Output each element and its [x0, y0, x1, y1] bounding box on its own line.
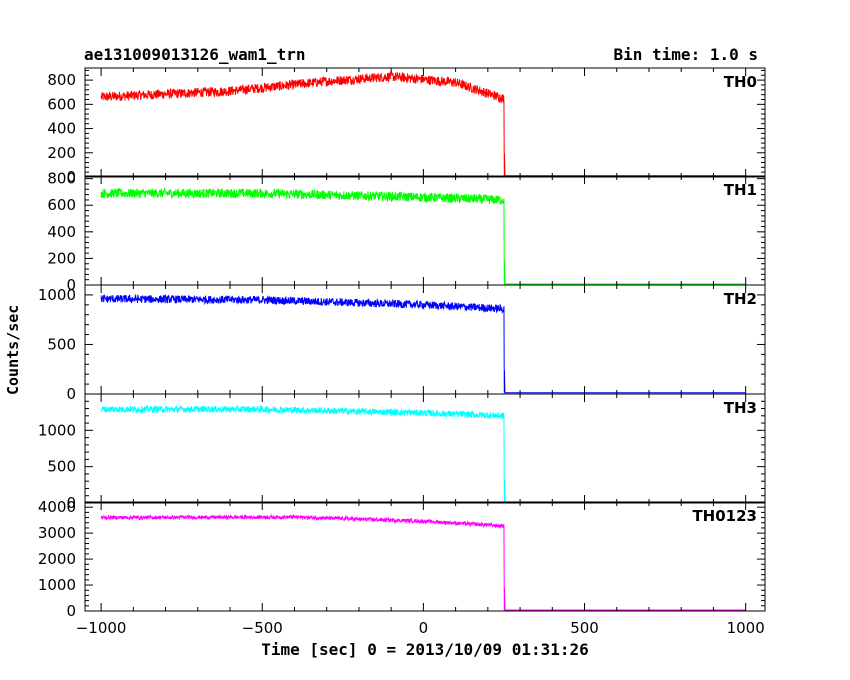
panel-frame-th0123 — [84, 501, 766, 612]
y-tick-label: 1000 — [38, 421, 76, 439]
series-line-th2 — [100, 293, 746, 394]
series-line-th0123 — [100, 513, 746, 611]
y-tick-label: 800 — [47, 170, 76, 188]
y-tick-label: 800 — [47, 71, 76, 89]
y-axis-label: Counts/sec — [4, 304, 22, 395]
y-tick-label: 600 — [47, 95, 76, 113]
y-tick-label: 2000 — [38, 550, 76, 568]
y-tick-label: 0 — [66, 494, 76, 512]
y-tick-label: 500 — [47, 335, 76, 353]
y-tick-label: 0 — [66, 602, 76, 620]
series-line-th1 — [100, 186, 746, 285]
y-tick-label: 200 — [47, 144, 76, 162]
x-tick-label: −1000 — [76, 619, 127, 637]
y-tick-label: 600 — [47, 196, 76, 214]
y-tick-label: 400 — [47, 223, 76, 241]
panel-frame-th0 — [84, 67, 766, 178]
panel-label-th0: TH0 — [724, 73, 757, 91]
panel-label-th1: TH1 — [724, 181, 757, 199]
panel-label-th3: TH3 — [724, 399, 757, 417]
y-tick-label: 1000 — [38, 576, 76, 594]
panel-frame-th3 — [84, 393, 766, 504]
y-tick-label: 400 — [47, 120, 76, 138]
x-tick-label: 1000 — [727, 619, 765, 637]
y-tick-label: 4000 — [38, 498, 76, 516]
panel-label-th0123: TH0123 — [692, 507, 757, 525]
x-axis-label: Time [sec] 0 = 2013/10/09 01:31:26 — [261, 640, 589, 659]
series-line-th0 — [100, 71, 746, 177]
y-tick-label: 0 — [66, 385, 76, 403]
y-tick-label: 1000 — [38, 286, 76, 304]
y-tick-label: 0 — [66, 276, 76, 294]
series-line-th3 — [100, 404, 746, 503]
bin-time-label: Bin time: 1.0 s — [613, 45, 759, 64]
x-tick-label: 0 — [419, 619, 429, 637]
chart-title: ae131009013126_wam1_trn — [84, 45, 306, 64]
y-tick-label: 3000 — [38, 524, 76, 542]
y-tick-label: 200 — [47, 249, 76, 267]
x-tick-label: 500 — [570, 619, 599, 637]
y-tick-label: 0 — [66, 168, 76, 186]
x-tick-label: −500 — [242, 619, 283, 637]
y-tick-label: 500 — [47, 458, 76, 476]
panel-label-th2: TH2 — [724, 290, 757, 308]
